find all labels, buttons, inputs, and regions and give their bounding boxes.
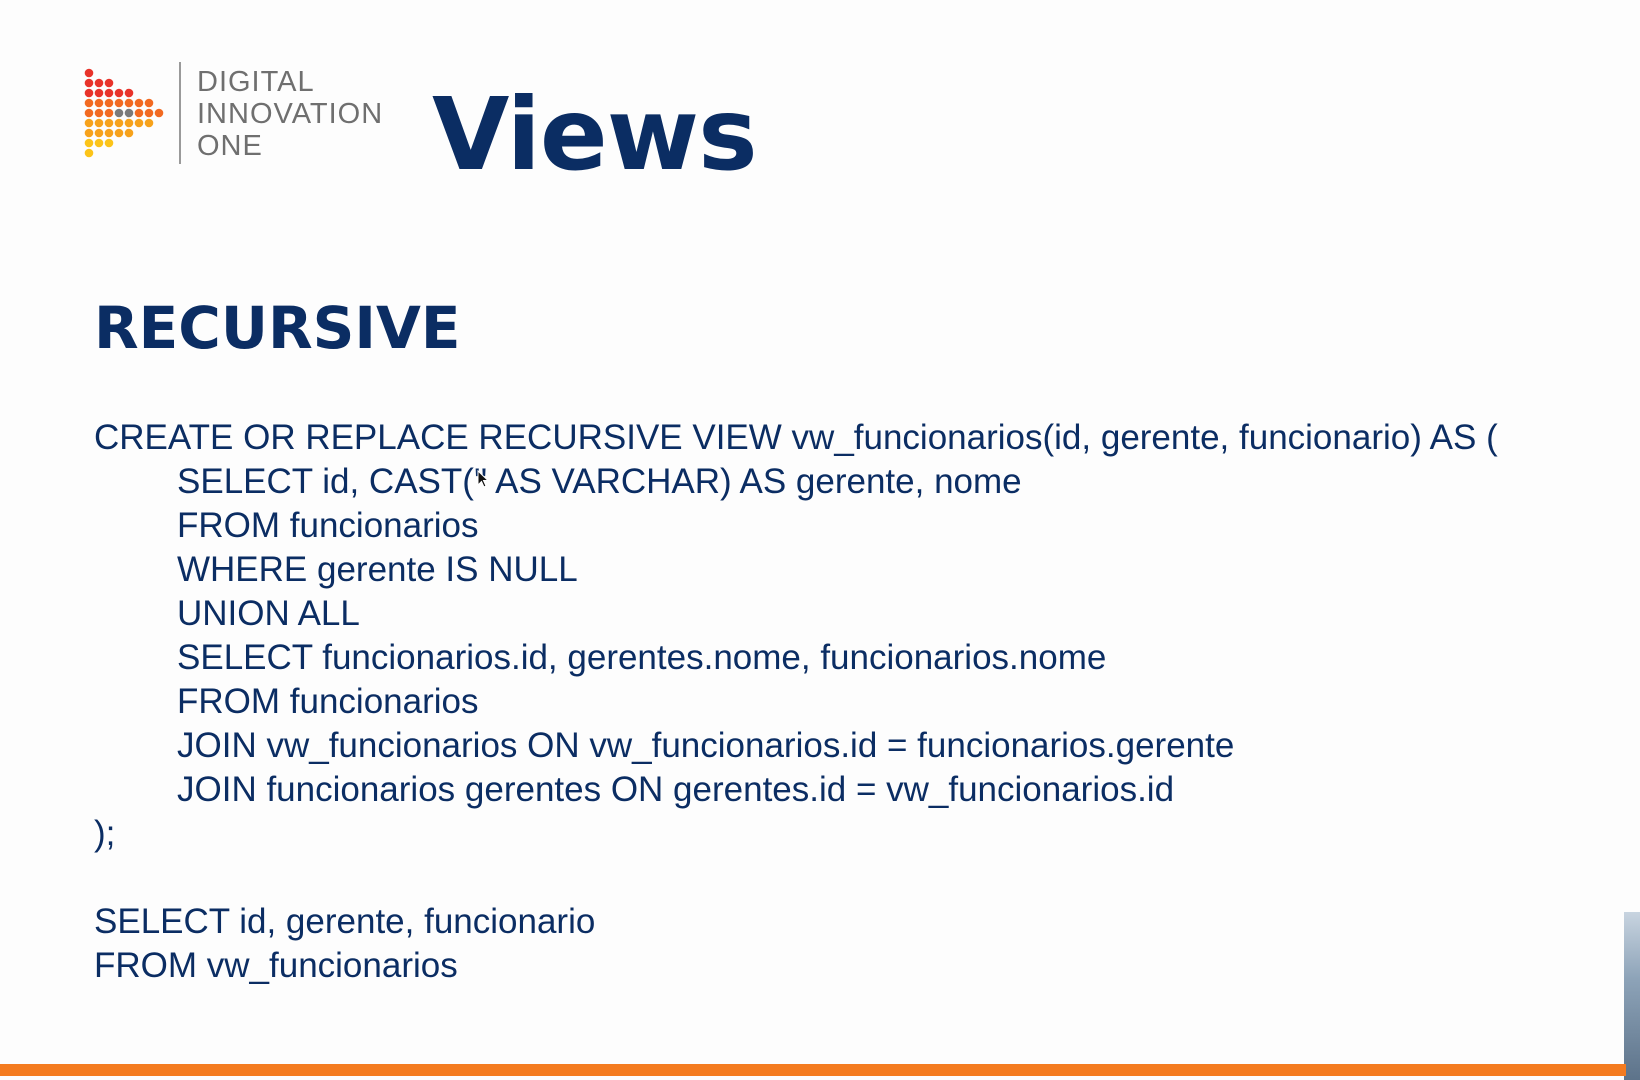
logo-dot — [124, 118, 134, 128]
code-line: JOIN vw_funcionarios ON vw_funcionarios.… — [177, 726, 1235, 765]
digital-innovation-one-logo-icon — [84, 68, 164, 158]
code-line: SELECT funcionarios.id, gerentes.nome, f… — [177, 638, 1107, 677]
logo-dot — [124, 128, 134, 138]
logo-dot — [94, 138, 104, 148]
logo-dot — [84, 148, 94, 158]
slide-title: Views — [432, 76, 758, 193]
section-heading: RECURSIVE — [94, 294, 461, 362]
logo-dot — [104, 88, 114, 98]
logo-line-3: ONE — [197, 130, 263, 162]
logo-dot — [84, 108, 94, 118]
logo-dot — [114, 118, 124, 128]
accent-bar — [0, 1064, 1626, 1076]
logo-dot — [144, 118, 154, 128]
logo-dot — [104, 128, 114, 138]
logo-dot — [114, 128, 124, 138]
logo-dot — [84, 98, 94, 108]
code-line: SELECT id, CAST('' AS VARCHAR) AS gerent… — [177, 462, 1022, 501]
logo-dot — [154, 108, 164, 118]
mouse-cursor-icon — [477, 470, 489, 488]
logo-dot — [104, 98, 114, 108]
logo-line-2: INNOVATION — [197, 98, 384, 130]
logo-dot — [84, 78, 94, 88]
code-line: SELECT id, gerente, funcionario — [94, 902, 596, 941]
logo-dot — [94, 88, 104, 98]
logo-dot — [124, 98, 134, 108]
logo-dot — [144, 108, 154, 118]
logo-line-1: DIGITAL — [197, 66, 315, 98]
logo-dot — [114, 98, 124, 108]
logo-dot — [124, 108, 134, 118]
code-line: FROM funcionarios — [177, 506, 479, 545]
logo-dot — [84, 118, 94, 128]
logo-dot — [84, 138, 94, 148]
logo-dot — [144, 98, 154, 108]
logo-dot — [134, 98, 144, 108]
logo-dot — [94, 78, 104, 88]
logo-dot — [134, 108, 144, 118]
logo-dot — [114, 108, 124, 118]
logo-wordmark: DIGITAL INNOVATION ONE — [197, 66, 383, 162]
logo-dot — [104, 78, 114, 88]
logo-divider — [179, 62, 181, 164]
code-gap — [94, 856, 1614, 900]
sql-code-block: CREATE OR REPLACE RECURSIVE VIEW vw_func… — [94, 416, 1614, 988]
logo-dot — [94, 118, 104, 128]
presenter-thumbnail — [1624, 912, 1640, 1080]
logo-dot — [104, 118, 114, 128]
logo-dot — [94, 98, 104, 108]
logo-dot — [114, 88, 124, 98]
code-line: FROM vw_funcionarios — [94, 946, 458, 985]
code-line: WHERE gerente IS NULL — [177, 550, 578, 589]
logo-dot — [94, 128, 104, 138]
code-line: ); — [94, 814, 116, 853]
logo-dot — [84, 88, 94, 98]
logo-dot — [134, 118, 144, 128]
code-line: FROM funcionarios — [177, 682, 479, 721]
code-line: UNION ALL — [177, 594, 360, 633]
logo-dot — [94, 108, 104, 118]
logo-dot — [104, 138, 114, 148]
code-line: JOIN funcionarios gerentes ON gerentes.i… — [177, 770, 1175, 809]
logo-dot — [104, 108, 114, 118]
code-line: CREATE OR REPLACE RECURSIVE VIEW vw_func… — [94, 418, 1498, 457]
logo-dot — [124, 88, 134, 98]
logo-dot — [84, 68, 94, 78]
logo-dot — [84, 128, 94, 138]
